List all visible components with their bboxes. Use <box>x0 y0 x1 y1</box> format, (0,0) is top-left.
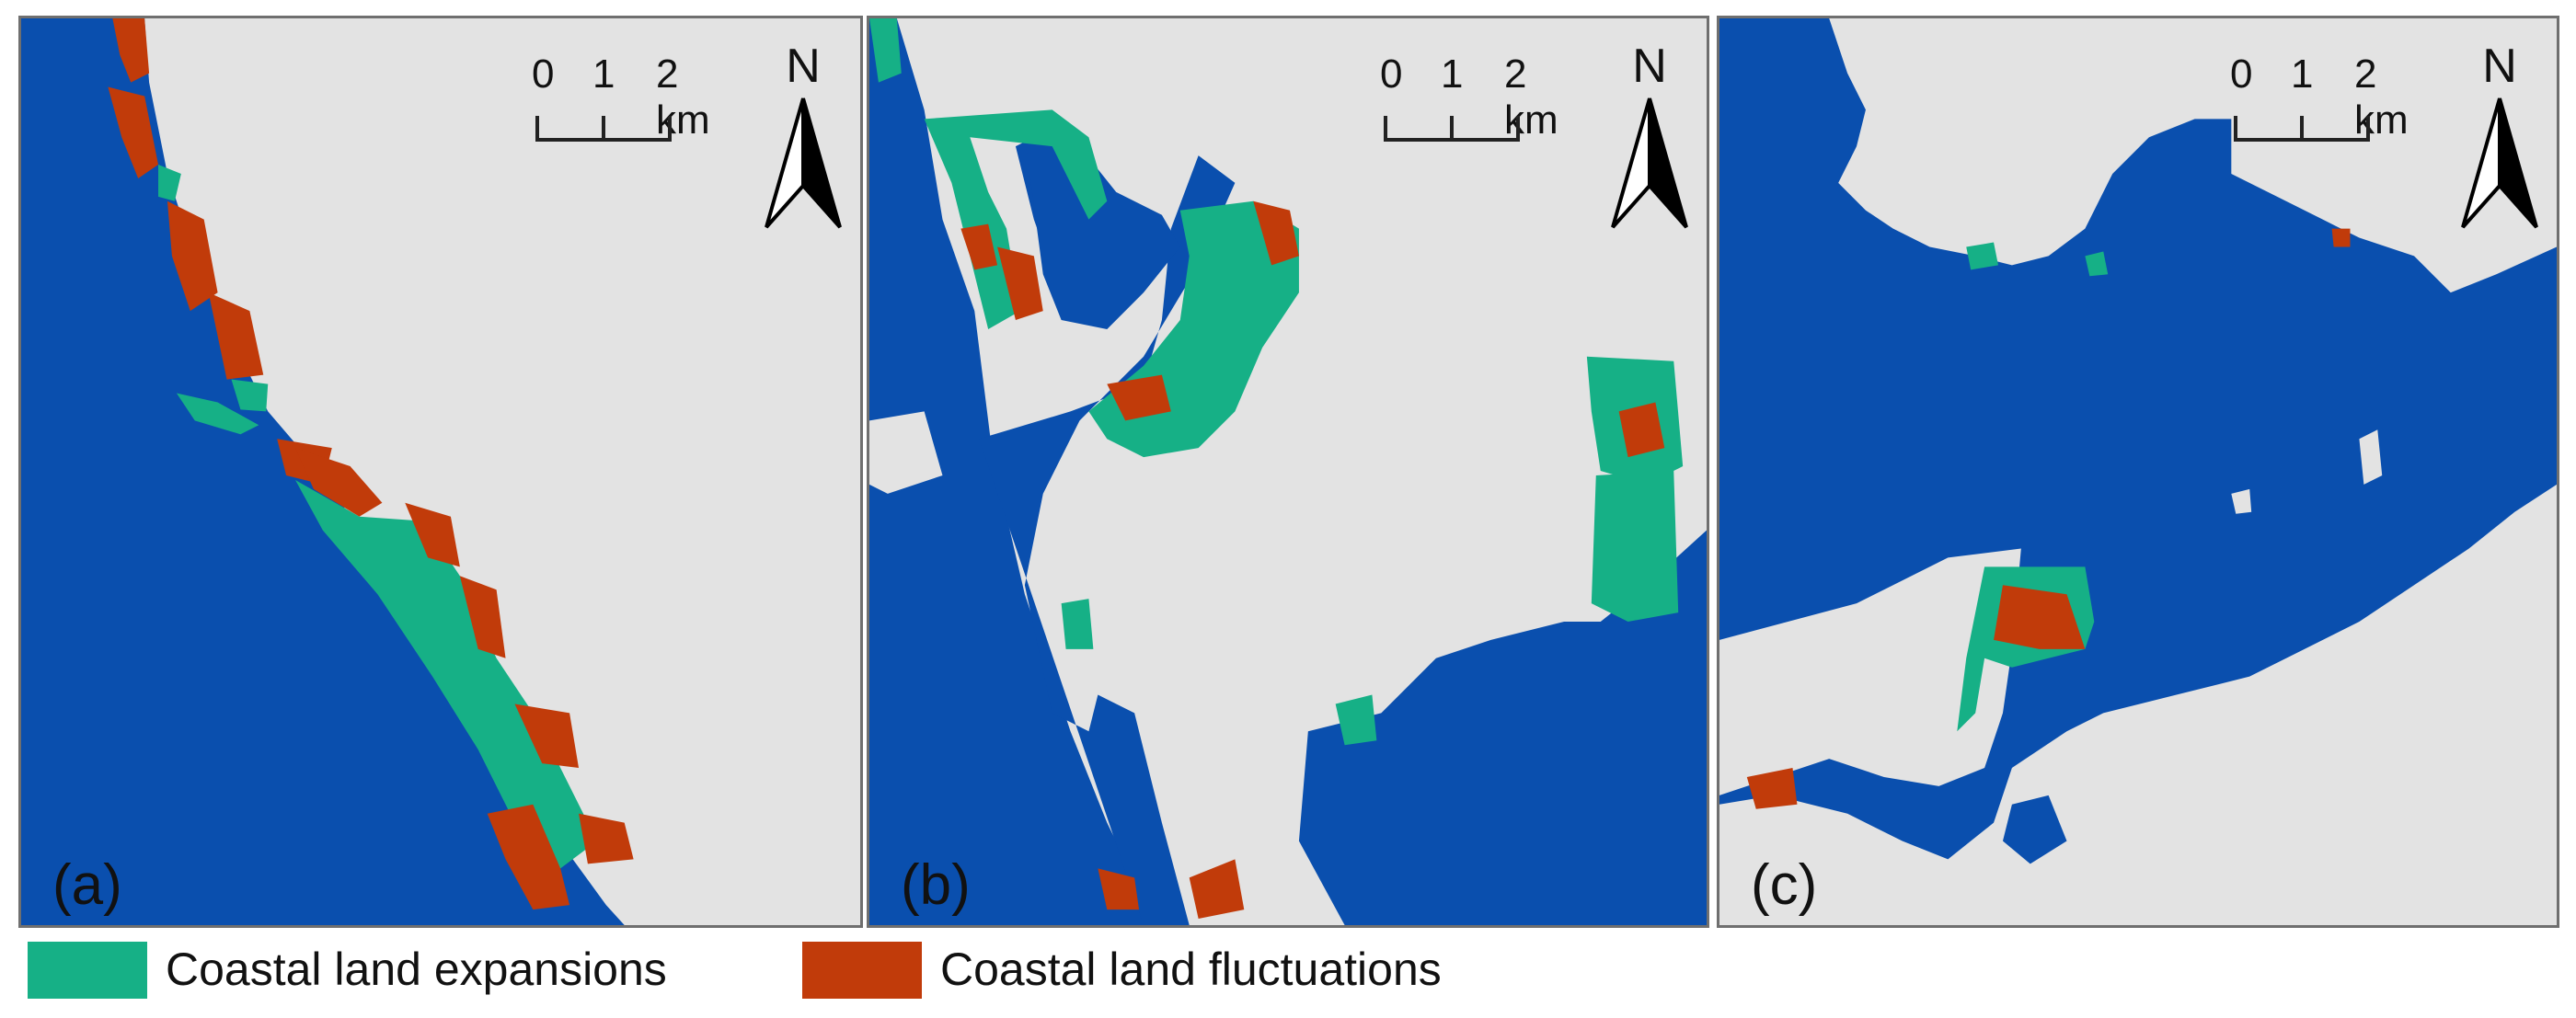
panel-label-c: (c) <box>1751 853 1818 917</box>
expansion-patch <box>1591 471 1679 623</box>
north-arrow-icon <box>765 97 842 229</box>
fluctuation-patch <box>1618 402 1665 458</box>
sea-area <box>869 18 1162 925</box>
panel-label-b: (b) <box>901 853 971 917</box>
scale-tick-1: 1 <box>1441 51 1464 97</box>
fluctuation-patch <box>997 246 1043 321</box>
fluctuation-patch <box>2331 228 2351 247</box>
scale-bar-line <box>2234 116 2370 142</box>
scale-tick-2km: 2 km <box>1504 51 1558 143</box>
expansion-patch <box>2085 251 2109 277</box>
fluctuation-patch <box>459 576 506 658</box>
fluctuation-patch <box>1107 374 1171 421</box>
fluctuation-patch <box>1189 859 1245 920</box>
island <box>2359 429 2383 485</box>
north-label: N <box>1632 40 1667 93</box>
north-arrow: N <box>1608 42 1691 235</box>
map-panel-b: 0 1 2 km N (b) <box>867 16 1709 928</box>
map-panel-a: 0 1 2 km N (a) <box>18 16 863 928</box>
legend-label-expansion: Coastal land expansions <box>166 944 667 995</box>
legend-swatch-expansion <box>28 942 147 999</box>
scale-tick-1: 1 <box>592 51 615 97</box>
scale-tick-2km: 2 km <box>2354 51 2409 143</box>
map-panel-c: 0 1 2 km N (c) <box>1717 16 2559 928</box>
scale-tick-0: 0 <box>2230 51 2253 97</box>
bay-area <box>2002 795 2067 864</box>
island <box>2231 488 2252 514</box>
land-area <box>1719 484 2557 925</box>
fluctuation-patch <box>514 703 580 769</box>
expansion-patch <box>1335 694 1377 746</box>
scale-tick-0: 0 <box>1380 51 1403 97</box>
fluctuation-patch <box>208 292 264 380</box>
river-area <box>1024 137 1180 329</box>
legend-label-fluctuation: Coastal land fluctuations <box>940 944 1442 995</box>
legend-swatch-fluctuation <box>802 942 922 999</box>
fluctuation-patch <box>167 200 218 312</box>
expansion-patch <box>231 379 269 412</box>
fluctuation-patch <box>112 18 150 83</box>
expansion-patch <box>869 18 902 83</box>
fluctuation-patch <box>1994 585 2086 649</box>
fluctuation-patch <box>295 448 383 517</box>
north-arrow-icon <box>1611 97 1688 229</box>
north-arrow: N <box>762 42 845 235</box>
scale-bar: 0 1 2 km <box>1380 44 1558 154</box>
fluctuation-patch <box>487 804 570 910</box>
expansion-patch <box>1966 242 1999 270</box>
scale-bar-line <box>1384 116 1520 142</box>
north-arrow-icon <box>2461 97 2538 229</box>
expansion-patch <box>924 109 1108 329</box>
scale-bar: 0 1 2 km <box>532 44 710 154</box>
fluctuation-patch <box>1746 768 1798 809</box>
expansion-patch <box>158 165 181 201</box>
map-a-graphic <box>21 18 634 925</box>
scale-tick-0: 0 <box>532 51 555 97</box>
fluctuation-patch <box>1253 200 1299 266</box>
fluctuation-patch <box>960 223 998 270</box>
expansion-patch <box>176 393 259 435</box>
expansion-patch <box>295 479 597 869</box>
fluctuation-patch <box>579 813 634 864</box>
fluctuation-patch <box>108 86 159 178</box>
fluctuation-patch <box>405 502 460 567</box>
north-label: N <box>2482 40 2517 93</box>
land-area <box>1829 18 2557 293</box>
north-arrow: N <box>2458 42 2541 235</box>
bay-area <box>979 155 1707 925</box>
expansion-patch <box>1061 599 1094 649</box>
panel-label-a: (a) <box>52 853 122 917</box>
fluctuation-patch <box>1098 868 1140 910</box>
map-b-graphic <box>869 18 1707 925</box>
map-c-graphic <box>1719 18 2557 925</box>
north-label: N <box>786 40 821 93</box>
scale-tick-2km: 2 km <box>656 51 710 143</box>
scale-tick-1: 1 <box>2291 51 2314 97</box>
land-area <box>1719 548 2021 795</box>
scale-bar-line <box>535 116 672 142</box>
scale-bar: 0 1 2 km <box>2230 44 2409 154</box>
land-patch <box>869 411 943 494</box>
